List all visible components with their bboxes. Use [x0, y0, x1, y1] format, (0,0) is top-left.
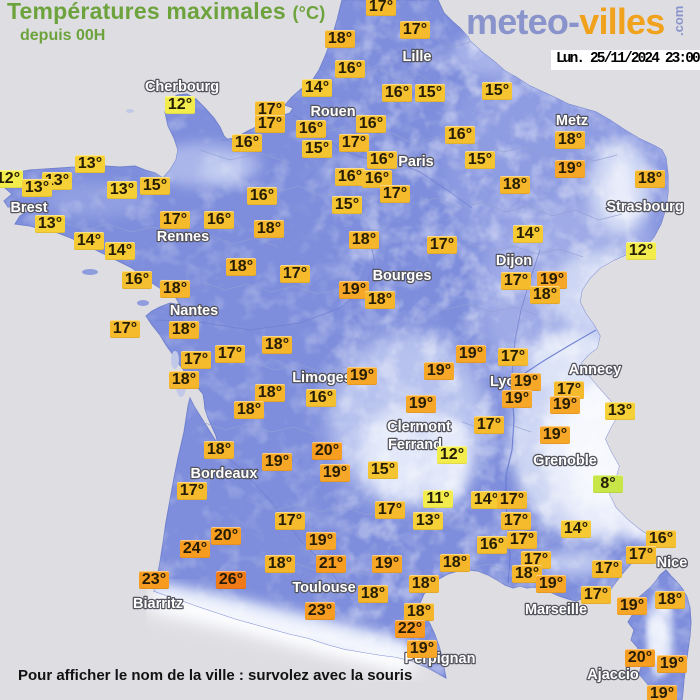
svg-text:Marseille: Marseille [525, 602, 587, 618]
svg-text:Annecy: Annecy [569, 362, 621, 378]
svg-text:Dijon: Dijon [496, 253, 532, 269]
svg-text:Nantes: Nantes [170, 303, 218, 319]
svg-text:Clermont: Clermont [387, 419, 451, 435]
svg-text:Brest: Brest [10, 200, 47, 216]
svg-text:Lille: Lille [402, 49, 431, 65]
svg-text:Bordeaux: Bordeaux [191, 466, 258, 482]
svg-text:Ferrand: Ferrand [388, 437, 442, 453]
svg-text:Strasbourg: Strasbourg [606, 199, 683, 215]
svg-text:Toulouse: Toulouse [292, 580, 355, 596]
svg-text:Metz: Metz [556, 113, 588, 129]
svg-text:Nice: Nice [657, 555, 688, 571]
svg-text:Cherbourg: Cherbourg [145, 79, 219, 95]
svg-text:Limoges: Limoges [292, 370, 352, 386]
svg-text:Ajaccio: Ajaccio [587, 667, 639, 683]
svg-text:Bourges: Bourges [373, 268, 432, 284]
svg-text:Rouen: Rouen [310, 104, 355, 120]
svg-text:Rennes: Rennes [157, 229, 209, 245]
svg-text:Biarritz: Biarritz [133, 596, 183, 612]
svg-text:Paris: Paris [398, 154, 433, 170]
svg-text:Grenoble: Grenoble [533, 453, 597, 469]
